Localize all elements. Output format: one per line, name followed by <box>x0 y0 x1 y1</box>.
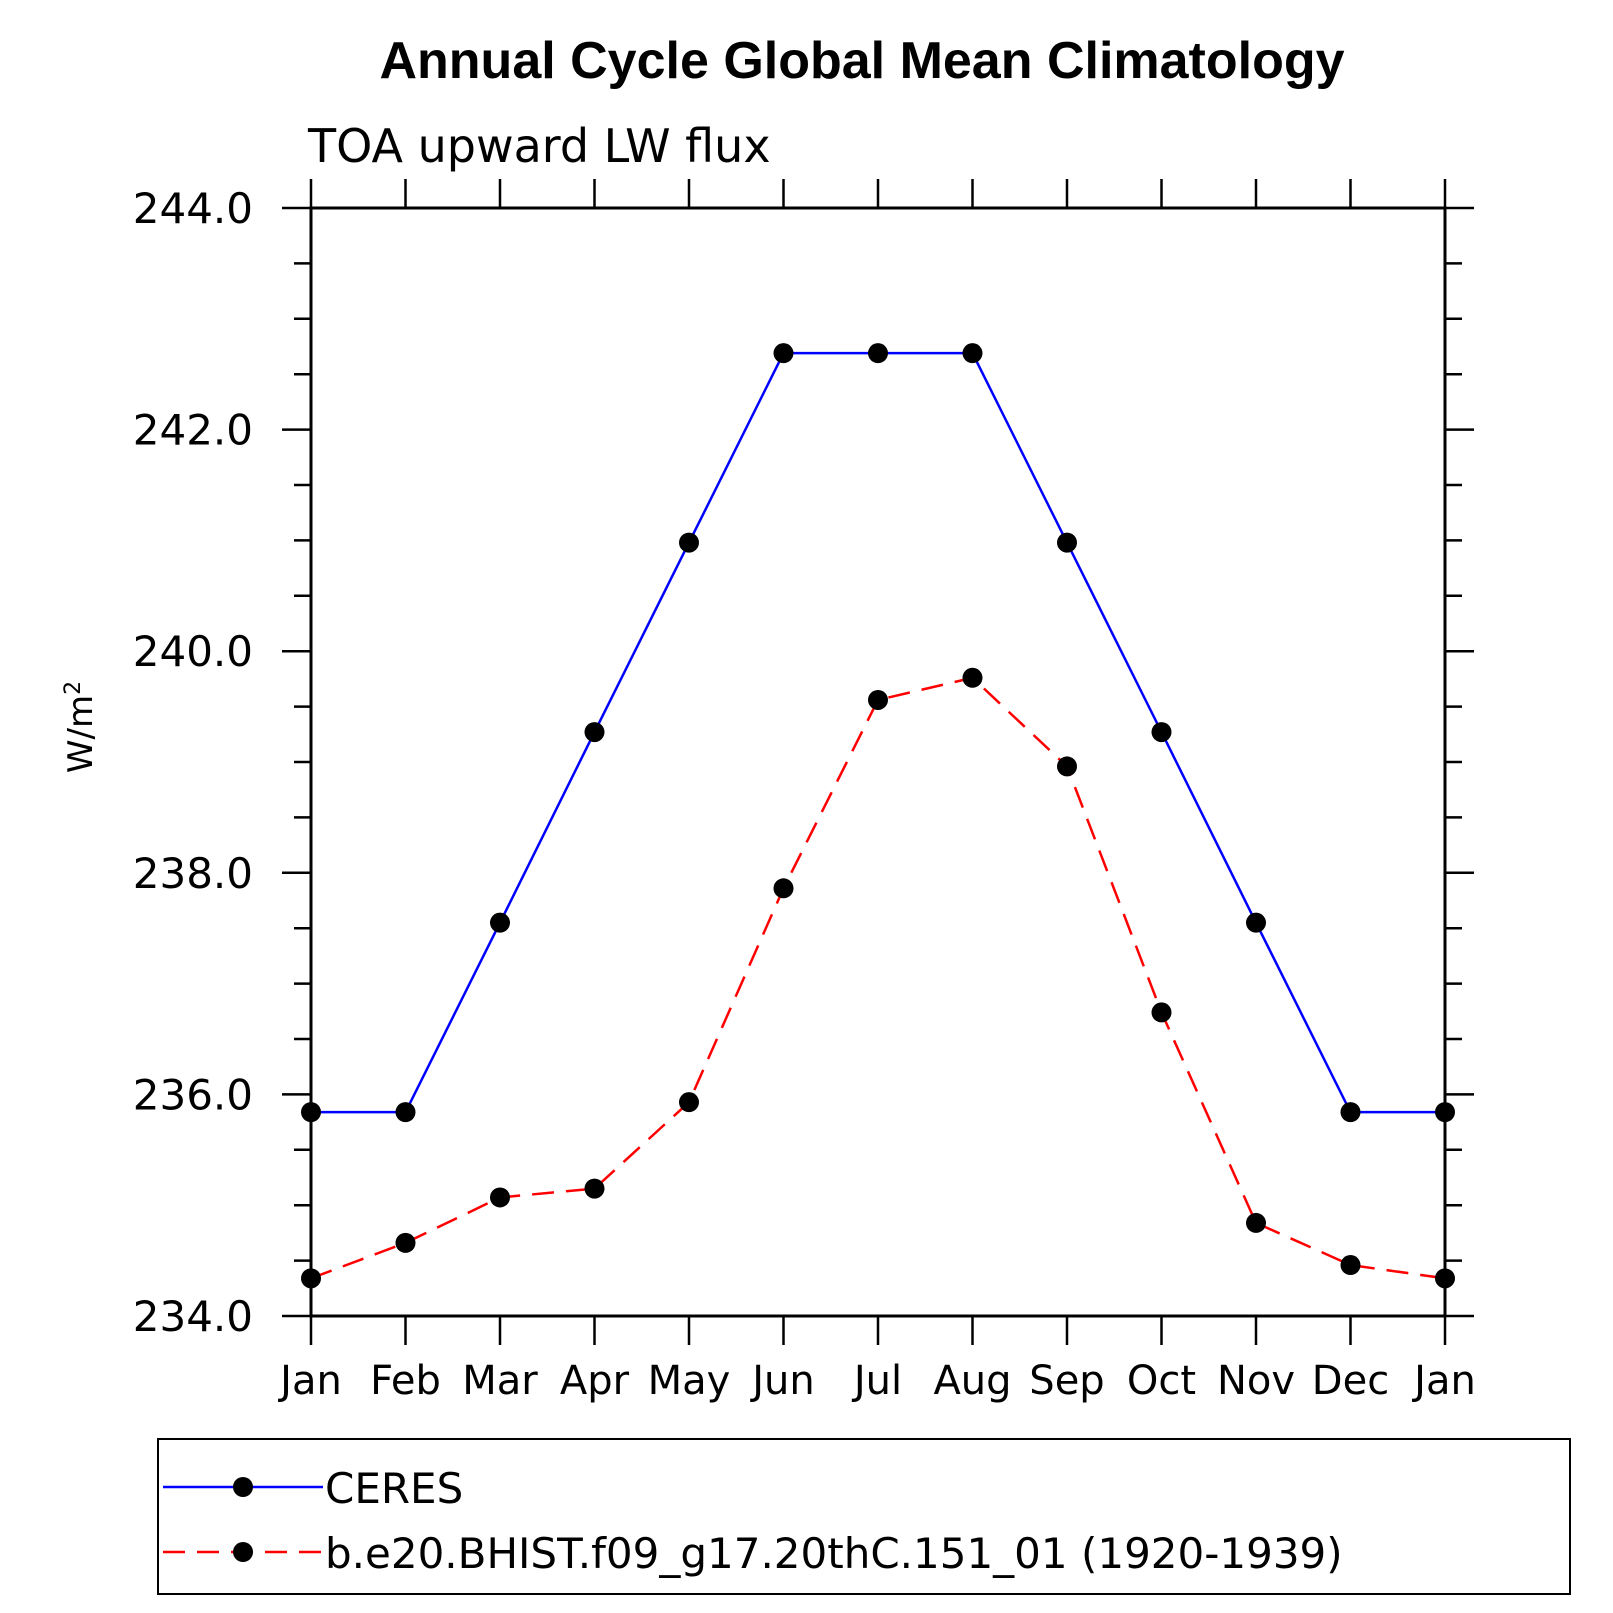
legend-marker <box>233 1477 253 1497</box>
plot-frame <box>309 206 1447 1318</box>
data-point <box>773 878 794 899</box>
legend-marker <box>233 1542 253 1562</box>
x-tick-label: Apr <box>560 1358 630 1404</box>
x-tick-label: May <box>648 1358 731 1404</box>
data-point <box>1151 722 1172 743</box>
legend-label: CERES <box>325 1464 463 1513</box>
series-line <box>310 676 1446 1280</box>
y-tick-label: 236.0 <box>133 1070 253 1119</box>
x-tick-label: Feb <box>370 1358 441 1404</box>
axes: 234.0 236.0 238.0 240.0 242.0 244.0 Jan Feb Mar A… <box>133 179 1476 1404</box>
data-point <box>868 689 888 710</box>
x-tick-label: Mar <box>462 1358 538 1404</box>
y-tick-label: 242.0 <box>133 406 253 455</box>
data-point <box>1246 912 1266 933</box>
data-point <box>301 1102 321 1123</box>
data-point <box>1435 1102 1455 1123</box>
data-point <box>962 667 983 688</box>
series-1 <box>301 667 1455 1289</box>
data-point <box>1340 1102 1361 1123</box>
y-axis-label: W/m2 <box>61 681 101 773</box>
x-tick-label: Oct <box>1127 1358 1196 1404</box>
svg-text:W/m2: W/m2 <box>61 681 101 773</box>
chart-title: Annual Cycle Global Mean Climatology <box>379 32 1344 90</box>
x-tick-label: Jun <box>749 1358 815 1404</box>
data-point <box>962 343 983 364</box>
x-tick-label: Aug <box>933 1358 1011 1404</box>
y-axis-label-text: W/m <box>61 695 101 773</box>
data-point <box>490 1187 510 1208</box>
data-point <box>1340 1255 1361 1276</box>
series-0 <box>301 343 1455 1123</box>
data-point <box>301 1268 321 1289</box>
data-point <box>490 912 510 933</box>
x-tick-label: Jan <box>1411 1358 1476 1404</box>
legend: CERES b.e20.BHIST.f09_g17.20thC.151_01 (1… <box>163 1464 1343 1578</box>
x-tick-label: Jul <box>851 1358 902 1404</box>
data-point <box>395 1102 416 1123</box>
legend-item: b.e20.BHIST.f09_g17.20thC.151_01 (1920-1… <box>163 1529 1343 1578</box>
x-tick-label: Sep <box>1029 1358 1104 1404</box>
data-point <box>679 1092 699 1113</box>
data-point <box>1246 1212 1266 1233</box>
x-tick-label: Jan <box>277 1358 342 1404</box>
y-tick-label: 240.0 <box>133 627 253 676</box>
legend-item: CERES <box>163 1464 463 1513</box>
data-point <box>773 343 794 364</box>
data-point <box>1435 1268 1455 1289</box>
series-line <box>311 351 1445 1114</box>
data-point <box>679 532 699 553</box>
series-layer <box>301 343 1455 1289</box>
y-tick-label: 238.0 <box>133 849 253 898</box>
data-point <box>1057 756 1077 777</box>
y-tick-label: 244.0 <box>133 184 253 233</box>
x-tick-label: Dec <box>1312 1358 1389 1404</box>
data-point <box>1057 532 1077 553</box>
data-point <box>395 1232 416 1253</box>
data-point <box>584 722 605 743</box>
x-tick-label: Nov <box>1217 1358 1295 1404</box>
data-point <box>1151 1002 1172 1023</box>
data-point <box>584 1178 605 1199</box>
legend-label: b.e20.BHIST.f09_g17.20thC.151_01 (1920-1… <box>325 1529 1343 1578</box>
y-axis-label-superscript: 2 <box>61 681 86 695</box>
y-tick-label: 234.0 <box>133 1292 253 1341</box>
data-point <box>868 343 888 364</box>
chart-subtitle: TOA upward LW flux <box>307 119 771 173</box>
legend-box <box>157 1438 1571 1595</box>
